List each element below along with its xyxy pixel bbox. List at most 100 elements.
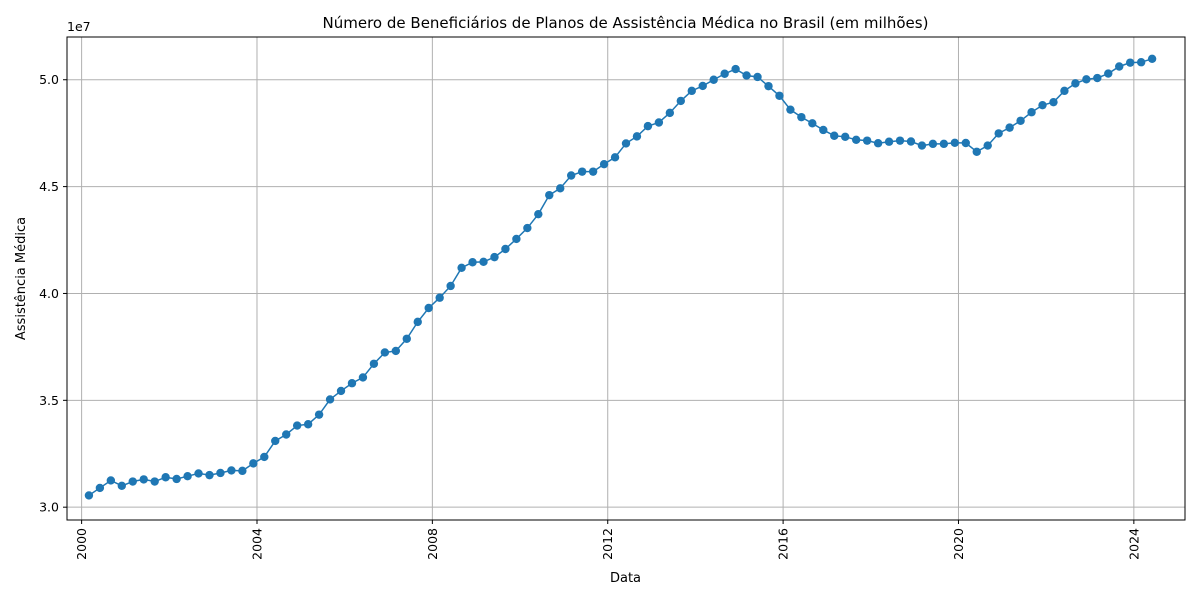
data-point xyxy=(468,258,477,267)
data-point xyxy=(358,373,368,382)
data-point xyxy=(238,466,247,476)
data-point xyxy=(490,252,499,262)
data-point xyxy=(567,171,576,180)
data-point xyxy=(972,147,981,156)
data-point xyxy=(424,303,433,313)
data-point xyxy=(249,459,258,468)
x-tick-label: 2016 xyxy=(776,528,791,560)
data-point xyxy=(314,410,324,419)
x-tick-label: 2012 xyxy=(600,528,615,560)
data-point xyxy=(1005,123,1014,132)
data-point xyxy=(819,125,828,135)
data-point xyxy=(862,136,872,145)
data-point xyxy=(841,132,850,142)
data-point xyxy=(983,141,992,150)
data-point xyxy=(1136,58,1146,67)
y-tick-label: 4.5 xyxy=(39,179,59,194)
data-point xyxy=(161,473,170,482)
data-point xyxy=(961,138,970,148)
axes: 2000 2004 2008 2012 2016 2020 2024 3.0 3.5 4.0 4.5… xyxy=(39,36,1186,560)
data-point xyxy=(709,75,718,84)
data-point xyxy=(446,281,455,291)
data-point xyxy=(599,159,609,169)
plot-frame xyxy=(66,36,1186,521)
data-point xyxy=(1027,108,1036,117)
data-point xyxy=(271,436,280,446)
data-point xyxy=(1093,73,1102,83)
data-point xyxy=(512,234,521,244)
grid xyxy=(67,37,1185,520)
data-point xyxy=(654,118,664,127)
data-point xyxy=(369,359,379,368)
x-tick-label: 2008 xyxy=(425,528,440,560)
data-point xyxy=(556,184,565,193)
data-point xyxy=(128,477,137,486)
data-point xyxy=(906,137,916,146)
y-offset-label: 1e7 xyxy=(67,19,91,34)
data-point xyxy=(1071,79,1080,88)
data-point xyxy=(84,491,94,500)
data-point xyxy=(1060,86,1069,96)
data-point xyxy=(764,81,773,91)
data-point xyxy=(413,317,422,327)
x-tick-label: 2000 xyxy=(74,528,89,560)
y-tick-label: 4.0 xyxy=(39,286,59,301)
data-point xyxy=(731,64,740,74)
data-point xyxy=(808,119,817,128)
x-tick-label: 2024 xyxy=(1126,528,1141,560)
data-point xyxy=(402,334,411,343)
data-point xyxy=(676,96,685,106)
data-point xyxy=(95,483,105,493)
data-point xyxy=(194,469,203,478)
data-point xyxy=(1038,100,1047,110)
data-point xyxy=(1082,75,1091,84)
data-point xyxy=(336,386,346,396)
x-tick-label: 2020 xyxy=(951,528,966,560)
data-point xyxy=(753,72,762,82)
data-point xyxy=(1147,54,1157,63)
data-point xyxy=(928,139,938,149)
data-point xyxy=(1049,97,1058,107)
data-point xyxy=(610,153,620,162)
data-point xyxy=(786,105,795,114)
data-point xyxy=(994,129,1003,138)
data-point xyxy=(851,135,861,144)
data-point xyxy=(643,121,653,131)
data-point xyxy=(884,137,894,146)
series-line xyxy=(88,58,1153,497)
data-point xyxy=(435,293,444,302)
x-axis-label: Data xyxy=(610,571,641,586)
data-point xyxy=(172,474,181,484)
data-point xyxy=(117,481,127,491)
data-point xyxy=(380,348,390,357)
data-point xyxy=(205,470,214,480)
data-point xyxy=(183,471,192,481)
data-point xyxy=(501,244,510,254)
data-point xyxy=(917,141,927,150)
y-tick-label: 3.0 xyxy=(39,500,59,515)
data-point xyxy=(797,112,806,122)
data-point xyxy=(391,346,401,356)
data-point xyxy=(150,477,159,486)
x-tick-label: 2004 xyxy=(249,528,264,560)
data-point xyxy=(457,263,466,273)
data-point xyxy=(775,91,784,100)
data-point xyxy=(325,395,335,404)
data-point xyxy=(950,138,960,147)
data-point xyxy=(895,136,905,145)
data-point xyxy=(303,420,313,429)
data-point xyxy=(227,466,236,475)
data-point xyxy=(523,223,532,233)
data-point xyxy=(665,108,675,118)
chart-title: Número de Beneficiários de Planos de Ass… xyxy=(323,14,929,32)
data-point xyxy=(106,476,116,485)
data-point xyxy=(588,167,598,176)
data-point xyxy=(534,209,543,219)
data-point xyxy=(621,139,631,148)
data-point xyxy=(830,131,839,140)
data-point xyxy=(347,379,357,388)
data-point xyxy=(687,86,696,96)
data-point xyxy=(698,81,707,91)
y-axis-label: Assistência Médica xyxy=(14,217,29,340)
